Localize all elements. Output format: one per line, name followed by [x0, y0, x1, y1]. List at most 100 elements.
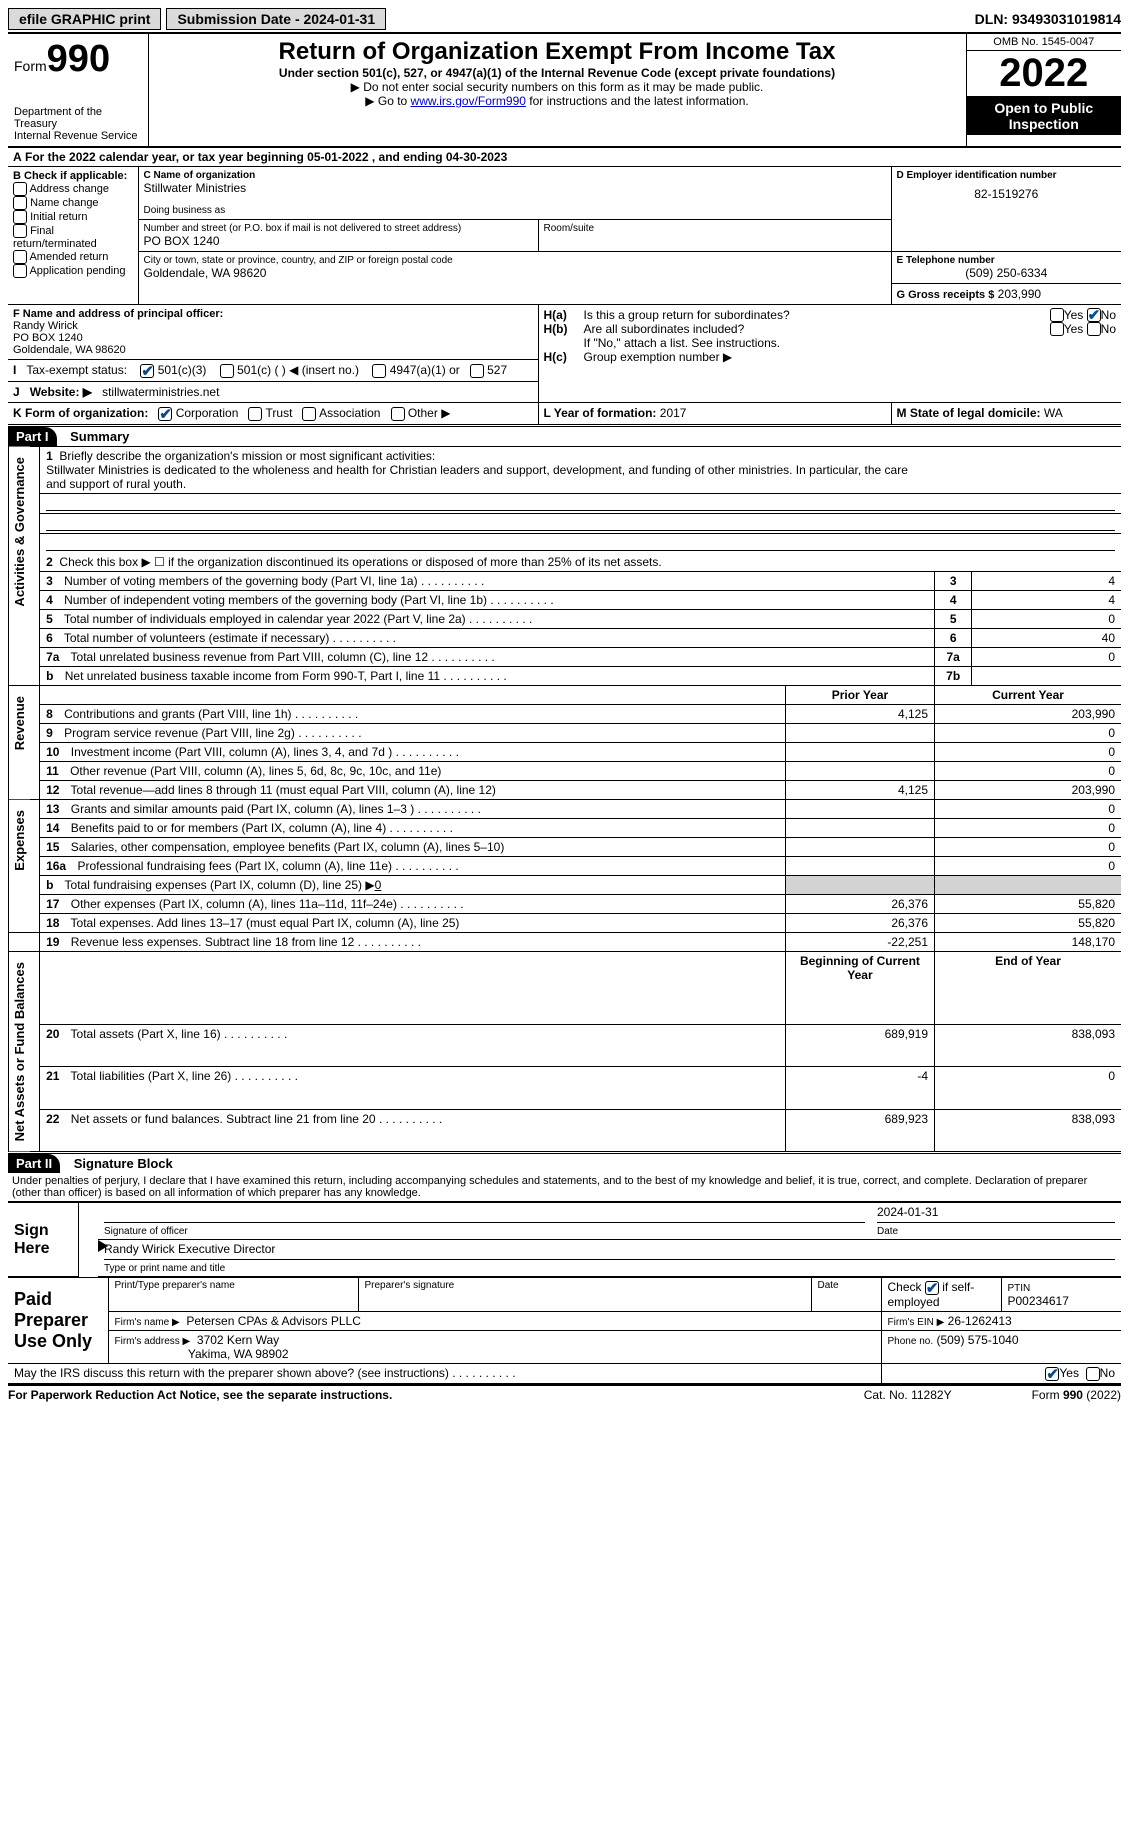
addr-change-check[interactable]: [13, 182, 27, 196]
eoy-hdr: End of Year: [935, 951, 1121, 1024]
p19: -22,251: [785, 932, 934, 951]
prep-date-lbl: Date: [818, 1280, 875, 1291]
c13: 0: [935, 799, 1121, 818]
part2-wrap: Part II Signature Block: [8, 1153, 1121, 1173]
entity-table: B Check if applicable: Address change Na…: [8, 166, 1121, 425]
k-assoc[interactable]: [302, 407, 316, 421]
l17: Other expenses (Part IX, column (A), lin…: [71, 897, 464, 911]
b-label: B Check if applicable:: [13, 170, 133, 182]
room-label: Room/suite: [544, 223, 886, 234]
p15: [785, 837, 934, 856]
irs-label: Internal Revenue Service: [14, 130, 142, 142]
i1: 501(c)(3): [158, 363, 207, 377]
name-change-check[interactable]: [13, 196, 27, 210]
c-label: C Name of organization: [144, 170, 886, 181]
amended-check[interactable]: [13, 250, 27, 264]
c22: 838,093: [935, 1109, 1121, 1151]
date-lbl: Date: [877, 1226, 898, 1237]
l20: Total assets (Part X, line 16): [71, 1027, 288, 1041]
sub3-post: for instructions and the latest informat…: [526, 94, 749, 108]
website: stillwaterministries.net: [102, 385, 219, 399]
i-501c[interactable]: [220, 364, 234, 378]
part1-hdr: Part I: [8, 427, 57, 446]
discuss-no[interactable]: [1086, 1367, 1100, 1381]
form-title: Return of Organization Exempt From Incom…: [155, 38, 960, 66]
l18: Total expenses. Add lines 13–17 (must eq…: [71, 916, 460, 930]
v7b: [972, 666, 1121, 685]
k-trust[interactable]: [248, 407, 262, 421]
p12: 4,125: [785, 780, 934, 799]
i-label: Tax-exempt status:: [26, 363, 127, 377]
discuss: May the IRS discuss this return with the…: [14, 1366, 516, 1380]
b-opt-1: Name change: [13, 196, 133, 210]
kt: Trust: [266, 406, 293, 420]
b-opt-3: Final return/terminated: [13, 224, 133, 250]
b1: Name change: [30, 197, 99, 209]
p22: 689,923: [785, 1109, 934, 1151]
boy-hdr: Beginning of Current Year: [785, 951, 934, 1024]
submission-btn[interactable]: Submission Date - 2024-01-31: [166, 8, 386, 30]
self-emp-check[interactable]: [925, 1281, 939, 1295]
v5: 0: [972, 609, 1121, 628]
sign-here: Sign Here: [8, 1203, 78, 1277]
c18: 55,820: [935, 913, 1121, 932]
kc: Corporation: [176, 406, 239, 420]
part2-hdr: Part II: [8, 1154, 60, 1173]
side-exp: Expenses: [9, 800, 30, 881]
hb-no[interactable]: [1087, 322, 1101, 336]
initial-return-check[interactable]: [13, 210, 27, 224]
c21: 0: [935, 1067, 1121, 1109]
hb-yes[interactable]: [1050, 322, 1064, 336]
i3: 4947(a)(1) or: [390, 363, 460, 377]
ha-no[interactable]: [1087, 308, 1101, 322]
ptin-lbl: PTIN: [1008, 1283, 1031, 1294]
sig-date: 2024-01-31: [877, 1205, 1115, 1223]
side-ag: Activities & Governance: [9, 447, 30, 617]
l3: Number of voting members of the governin…: [64, 574, 484, 588]
c14: 0: [935, 818, 1121, 837]
g-label: G Gross receipts $: [897, 289, 995, 301]
i-4947[interactable]: [372, 364, 386, 378]
street-label: Number and street (or P.O. box if mail i…: [144, 223, 533, 234]
pra: For Paperwork Reduction Act Notice, see …: [8, 1388, 392, 1402]
top-bar: efile GRAPHIC print Submission Date - 20…: [8, 8, 1121, 30]
line-a: A For the 2022 calendar year, or tax yea…: [8, 148, 1121, 166]
i-501c3[interactable]: [140, 364, 154, 378]
no-lbl: No: [1101, 308, 1116, 322]
f-addr1: PO BOX 1240: [13, 332, 533, 344]
hb-text: Are all subordinates included?: [584, 322, 1050, 336]
ha-yes[interactable]: [1050, 308, 1064, 322]
l7b: Net unrelated business taxable income fr…: [65, 669, 507, 683]
firm-name-lbl: Firm's name ▶: [115, 1317, 180, 1328]
i2: 501(c) ( ) ◀ (insert no.): [237, 363, 359, 377]
sub3-pre: ▶ Go to: [365, 94, 410, 108]
prep-phone-lbl: Phone no.: [888, 1336, 934, 1347]
l11: Other revenue (Part VIII, column (A), li…: [70, 764, 441, 778]
discuss-yes[interactable]: [1045, 1367, 1059, 1381]
k-other[interactable]: [391, 407, 405, 421]
current-hdr: Current Year: [935, 685, 1121, 704]
c19: 148,170: [935, 932, 1121, 951]
l14: Benefits paid to or for members (Part IX…: [71, 821, 453, 835]
b4: Amended return: [29, 251, 108, 263]
c16a: 0: [935, 856, 1121, 875]
i-527[interactable]: [470, 364, 484, 378]
paid-prep: Paid Preparer Use Only: [8, 1278, 108, 1364]
j-label: Website: ▶: [30, 385, 92, 399]
k-corp[interactable]: [158, 407, 172, 421]
efile-btn[interactable]: efile GRAPHIC print: [8, 8, 161, 30]
a-mid: , and ending: [369, 150, 446, 164]
app-pending-check[interactable]: [13, 264, 27, 278]
l21: Total liabilities (Part X, line 26): [71, 1069, 298, 1083]
dln-text: DLN: 93493031019814: [975, 11, 1121, 27]
cat: Cat. No. 11282Y: [864, 1388, 952, 1402]
sig-table: Sign Here Signature of officer 2024-01-3…: [8, 1202, 1121, 1277]
m-label: M State of legal domicile:: [897, 406, 1041, 420]
c17: 55,820: [935, 894, 1121, 913]
irs-link[interactable]: www.irs.gov/Form990: [411, 94, 526, 108]
p18: 26,376: [785, 913, 934, 932]
c12: 203,990: [935, 780, 1121, 799]
final-return-check[interactable]: [13, 224, 27, 238]
form-number: 990: [47, 38, 110, 80]
no-lbl2: No: [1101, 322, 1116, 336]
